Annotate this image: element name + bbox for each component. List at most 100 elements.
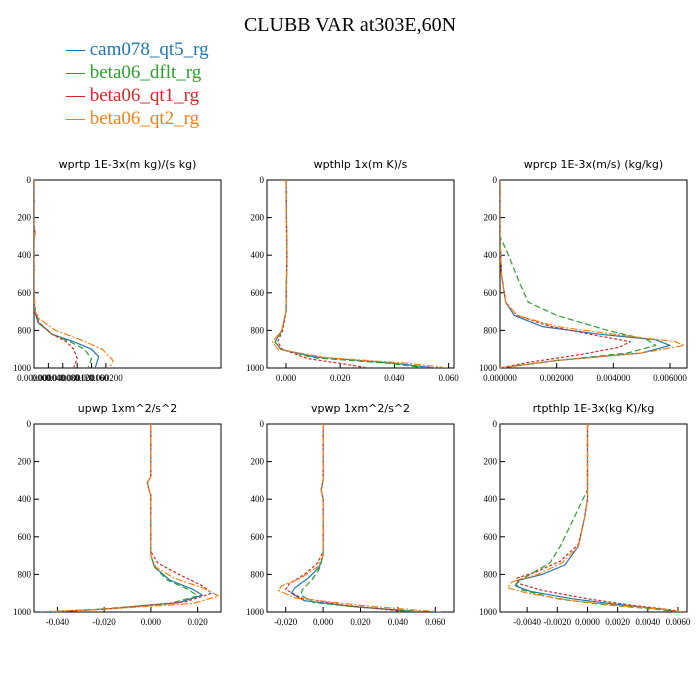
x-tick-label-2-1: 0.002000: [540, 373, 574, 383]
series-line-0-3: [34, 180, 114, 368]
panel-0: wprtp 1E-3x(m kg)/(s kg) 0 200 400 600 800 100…: [13, 158, 222, 383]
figure-title: CLUBB VAR at303E,60N: [243, 14, 457, 36]
y-tick-label-3-4: 800: [18, 569, 32, 579]
x-tick-label-1-1: 0.020: [330, 373, 351, 383]
x-tick-label-0-2: 0.000080: [46, 373, 80, 383]
y-tick-label-5-0: 0: [493, 419, 498, 429]
x-tick-label-2-2: 0.004000: [596, 373, 630, 383]
x-tick-label-2-3: 0.006000: [653, 373, 687, 383]
y-tick-label-0-1: 200: [18, 213, 32, 223]
series-line-0-1: [34, 180, 93, 368]
y-tick-label-4-0: 0: [260, 419, 265, 429]
series-line-4-0: [290, 424, 417, 612]
x-tick-label-0-1: 0.000040: [32, 373, 66, 383]
legend-swatch-1: —: [66, 62, 90, 83]
panel-title-5: rtpthlp 1E-3x(kg K)/kg: [533, 402, 655, 415]
legend-item-1: — beta06_dflt_rg: [66, 61, 209, 84]
x-tick-label-5-3: 0.0020: [605, 617, 630, 627]
x-tick-label-4-1: 0.000: [313, 617, 334, 627]
y-tick-label-0-3: 600: [18, 288, 32, 298]
series-line-0-2: [34, 180, 78, 368]
plot-frame-1: [266, 179, 455, 369]
x-tick-label-1-2: 0.040: [384, 373, 405, 383]
x-tick-label-5-2: 0.0000: [575, 617, 600, 627]
legend: — cam078_qt5_rg — beta06_dflt_rg — beta0…: [66, 38, 209, 130]
y-tick-label-3-3: 600: [18, 532, 32, 542]
series-line-3-0: [45, 424, 203, 612]
plot-frame-3: [33, 423, 222, 613]
series-line-5-1: [514, 424, 679, 612]
legend-swatch-0: —: [66, 39, 90, 60]
series-line-5-3: [506, 424, 685, 612]
panel-5: rtpthlp 1E-3x(kg K)/kg 0 200 400 600 800 1000 -…: [479, 402, 691, 627]
y-tick-label-5-4: 800: [484, 569, 498, 579]
series-line-2-3: [500, 180, 685, 368]
y-tick-label-5-5: 1000: [479, 607, 498, 617]
y-tick-label-3-5: 1000: [13, 607, 32, 617]
y-tick-label-5-1: 200: [484, 457, 498, 467]
y-tick-label-2-2: 400: [484, 250, 498, 260]
panel-title-0: wprtp 1E-3x(m kg)/(s kg): [59, 158, 197, 171]
y-tick-label-1-0: 0: [260, 175, 265, 185]
plot-frame-5: [499, 423, 688, 613]
x-tick-label-4-3: 0.040: [388, 617, 409, 627]
y-tick-label-4-2: 400: [251, 494, 265, 504]
y-tick-label-0-4: 800: [18, 325, 32, 335]
x-tick-label-4-0: -0.020: [274, 617, 298, 627]
y-tick-label-4-4: 800: [251, 569, 265, 579]
legend-label-1: beta06_dflt_rg: [89, 62, 202, 83]
y-tick-label-1-4: 800: [251, 325, 265, 335]
legend-swatch-3: —: [66, 108, 90, 129]
y-tick-label-2-5: 1000: [479, 363, 498, 373]
panel-2: wprcp 1E-3x(m/s) (kg/kg) 0 200 400 600 800 100…: [479, 158, 688, 383]
x-tick-label-5-5: 0.0060: [666, 617, 691, 627]
y-tick-label-2-1: 200: [484, 213, 498, 223]
panel-3: upwp 1xm^2/s^2 0 200 400 600 800 1000 -0.040 -0.…: [13, 402, 222, 627]
y-tick-label-2-3: 600: [484, 288, 498, 298]
x-tick-label-4-2: 0.020: [350, 617, 371, 627]
series-line-1-3: [271, 180, 449, 368]
x-tick-label-5-4: 0.0040: [635, 617, 660, 627]
legend-item-0: — cam078_qt5_rg: [66, 38, 209, 61]
legend-label-3: beta06_qt2_rg: [89, 108, 200, 129]
x-tick-label-0-5: 0.000200: [89, 373, 123, 383]
series-line-2-2: [500, 180, 631, 368]
series-line-1-2: [277, 180, 368, 368]
series-line-4-3: [277, 424, 441, 612]
y-tick-label-2-0: 0: [493, 175, 498, 185]
legend-label-2: beta06_qt1_rg: [89, 85, 200, 106]
series-line-2-0: [500, 180, 671, 368]
x-tick-label-0-3: 0.000120: [60, 373, 94, 383]
y-tick-label-1-1: 200: [251, 213, 265, 223]
y-tick-label-1-5: 1000: [246, 363, 265, 373]
x-tick-label-3-3: 0.020: [188, 617, 209, 627]
series-line-3-1: [38, 424, 199, 612]
y-tick-label-2-4: 800: [484, 325, 498, 335]
plot-frame-4: [266, 423, 455, 613]
x-tick-label-1-0: 0.000: [276, 373, 297, 383]
y-tick-label-4-5: 1000: [246, 607, 265, 617]
x-tick-label-0-0: 0.000000: [17, 373, 51, 383]
x-tick-label-0-4: 0.000160: [75, 373, 109, 383]
x-tick-label-1-3: 0.060: [438, 373, 459, 383]
series-line-3-2: [45, 424, 213, 612]
series-line-5-2: [515, 424, 682, 612]
panel-4: vpwp 1xm^2/s^2 0 200 400 600 800 1000 -0.020 0.0…: [246, 402, 455, 627]
y-tick-label-3-1: 200: [18, 457, 32, 467]
y-tick-label-0-5: 1000: [13, 363, 32, 373]
legend-item-3: — beta06_qt2_rg: [66, 107, 209, 130]
x-tick-label-5-1: -0.0020: [543, 617, 571, 627]
series-line-4-2: [285, 424, 408, 612]
panel-title-3: upwp 1xm^2/s^2: [78, 402, 178, 415]
panel-title-2: wprcp 1E-3x(m/s) (kg/kg): [524, 158, 663, 171]
y-tick-label-0-2: 400: [18, 250, 32, 260]
x-tick-label-2-0: 0.000000: [483, 373, 517, 383]
y-tick-label-3-0: 0: [27, 419, 32, 429]
x-tick-label-3-1: -0.020: [93, 617, 117, 627]
y-tick-label-1-2: 400: [251, 250, 265, 260]
legend-label-0: cam078_qt5_rg: [89, 39, 209, 60]
x-tick-label-4-4: 0.060: [425, 617, 446, 627]
x-tick-label-5-0: -0.0040: [513, 617, 541, 627]
y-tick-label-4-3: 600: [251, 532, 265, 542]
